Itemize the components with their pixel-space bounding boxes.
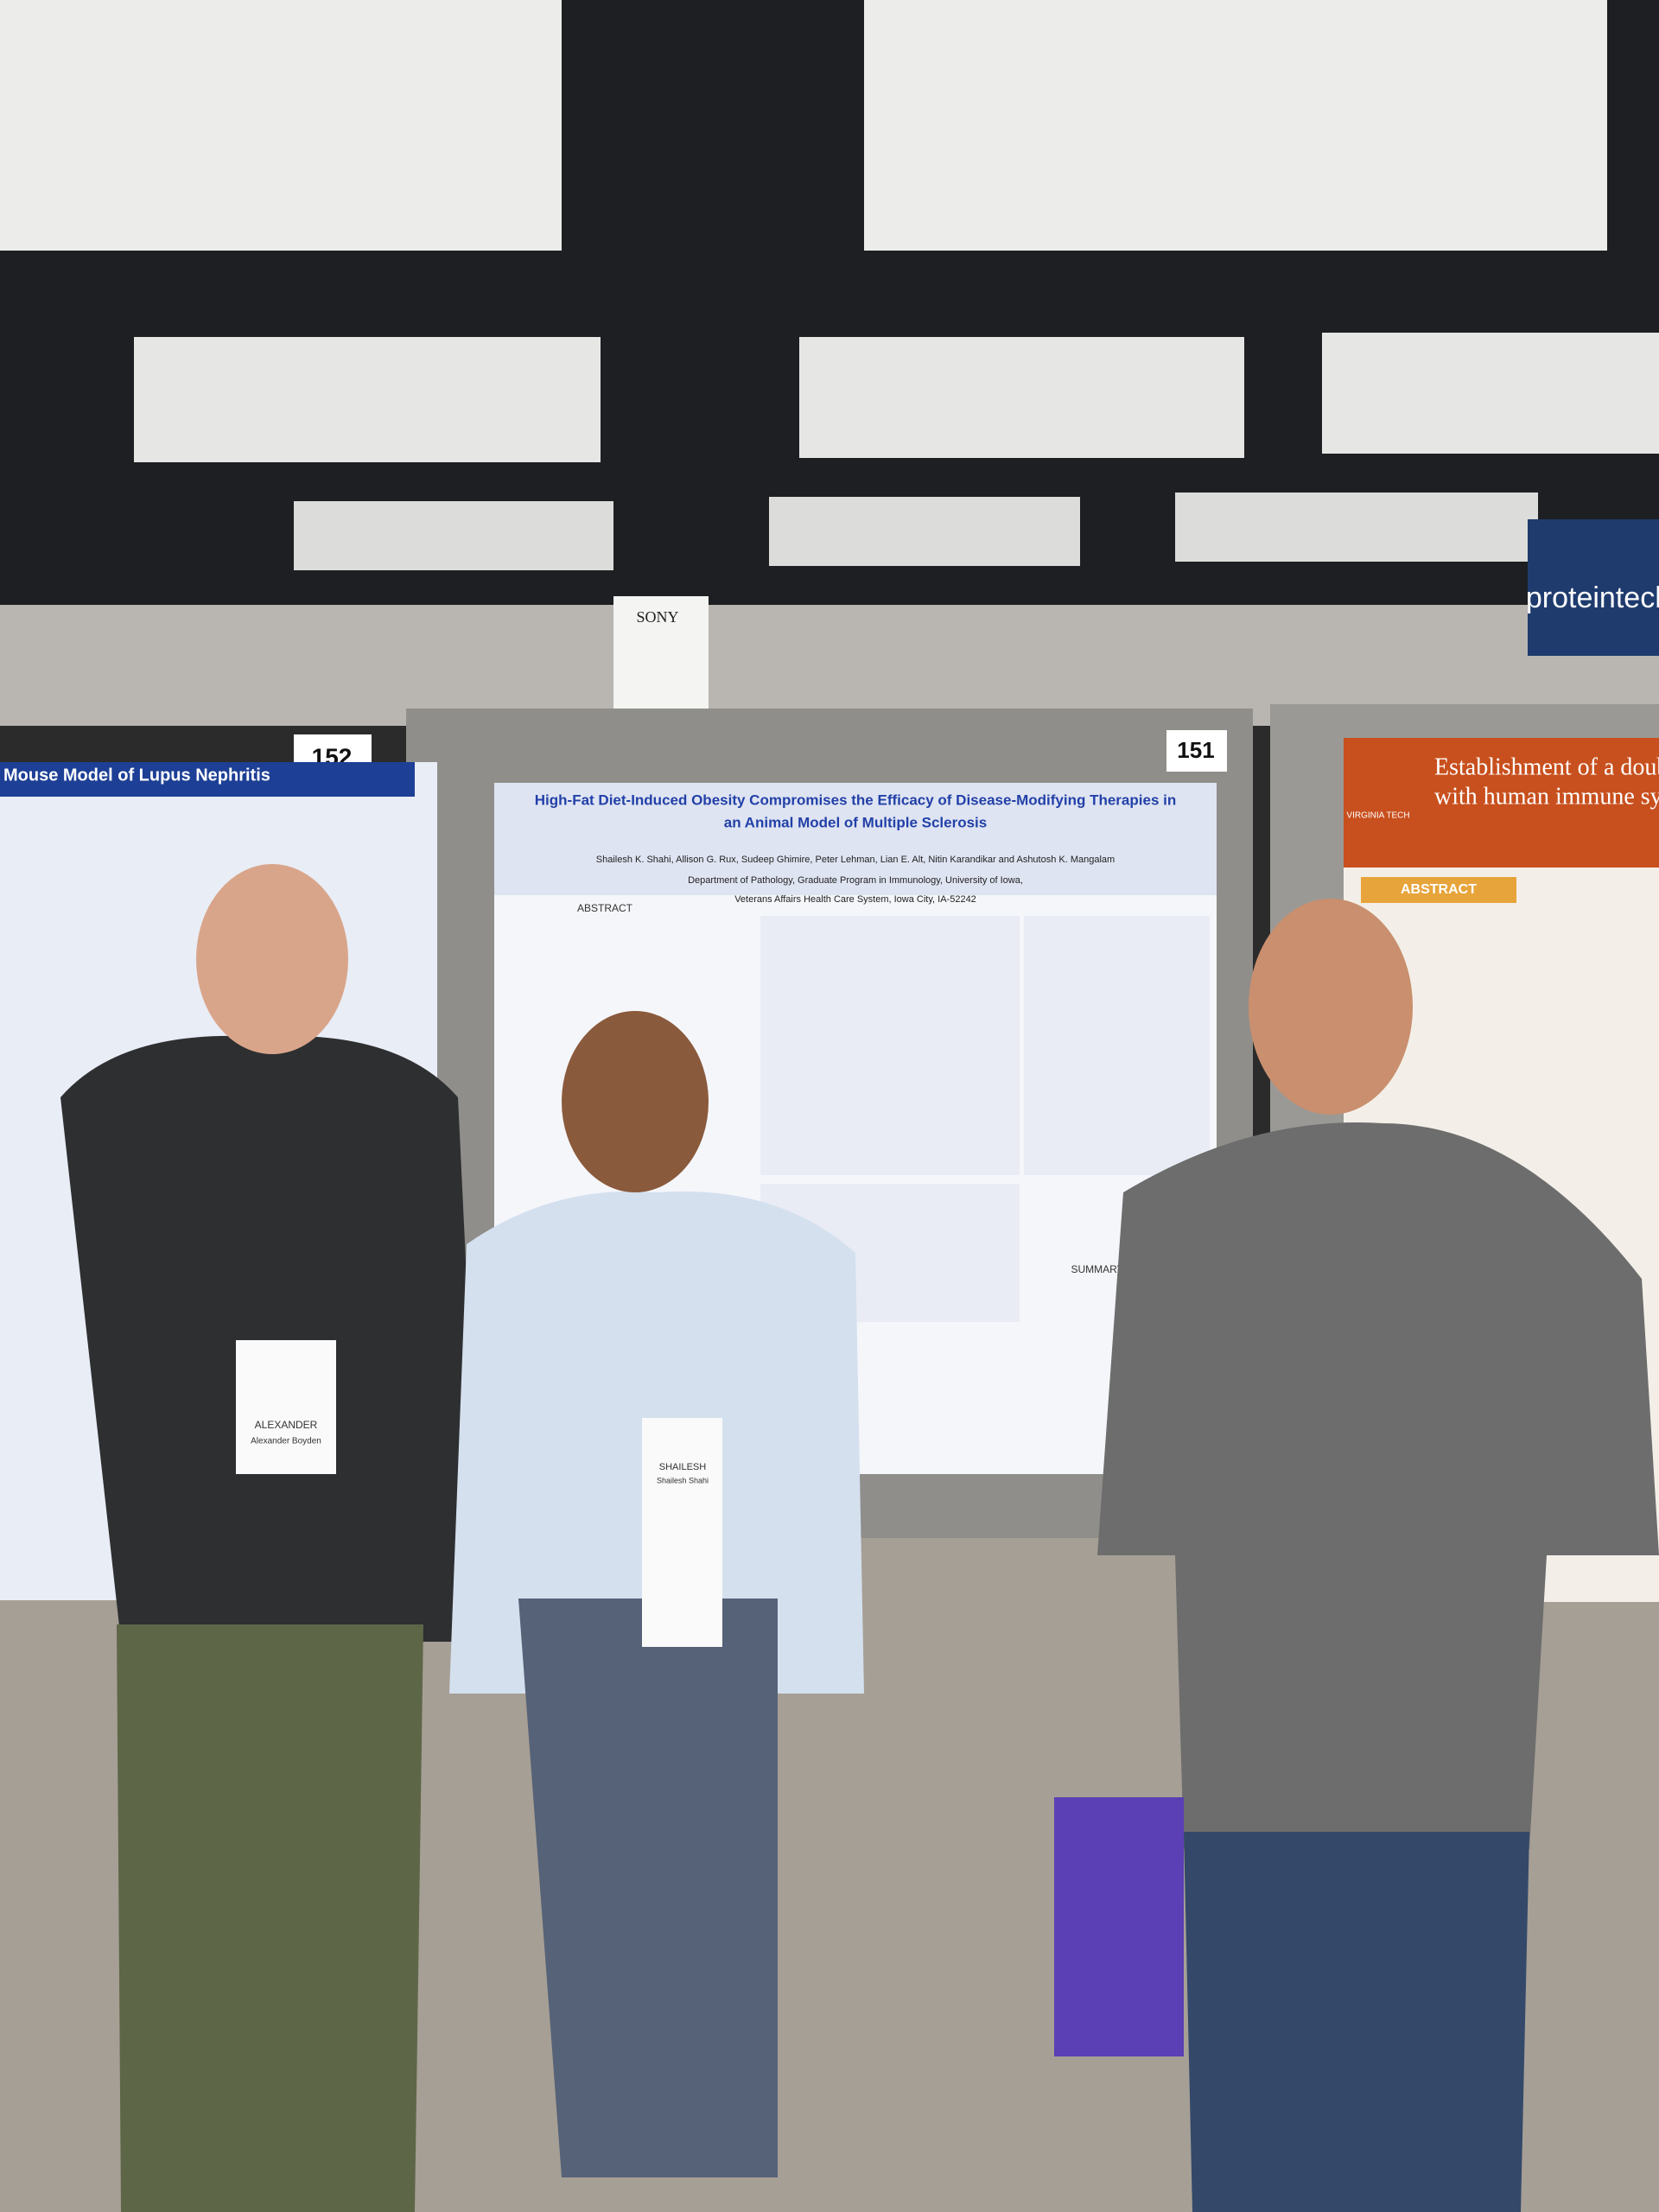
person-right-jeans [1184, 1832, 1529, 2212]
poster-affiliation: Veterans Affairs Health Care System, Iow… [734, 894, 976, 905]
badge-full-name: Shailesh Shahi [657, 1476, 709, 1484]
sony-sign [613, 596, 709, 717]
ceiling-panel [769, 497, 1080, 566]
proteintech-text: proteintech [1526, 582, 1659, 614]
ceiling-panel [1175, 493, 1538, 562]
poster-figures [1024, 916, 1210, 1175]
ceiling-panel [864, 0, 1607, 251]
tote-bag [1054, 1797, 1184, 2056]
person-center-head [562, 1011, 709, 1192]
poster-title: High-Fat Diet-Induced Obesity Compromise… [535, 791, 1176, 808]
right-poster-section: ABSTRACT [1401, 882, 1477, 897]
booth-number-text: 151 [1177, 737, 1214, 763]
right-poster-header [1344, 738, 1659, 868]
poster-section: ABSTRACT [577, 902, 633, 914]
sony-text: SONY [636, 608, 678, 626]
right-poster-title: with human immune sys [1434, 783, 1659, 810]
right-poster-section-bar [1361, 877, 1516, 903]
badge-name: ALEXANDER [255, 1419, 318, 1431]
badge [642, 1418, 722, 1647]
badge-full-name: Alexander Boyden [251, 1437, 321, 1446]
poster-authors: Shailesh K. Shahi, Allison G. Rux, Sudee… [596, 855, 1115, 865]
person-center-trousers [518, 1599, 778, 2177]
booth-number [1166, 730, 1227, 772]
ceiling-panel [0, 0, 562, 251]
person-left-jacket [60, 1035, 484, 1642]
poster-figures [760, 916, 1020, 1175]
ceiling-panel [1322, 333, 1659, 454]
ceiling-panel [294, 501, 613, 570]
poster-header [494, 783, 1217, 895]
person-right-head [1249, 899, 1413, 1115]
person-left-trousers [117, 1624, 423, 2212]
poster-title: an Animal Model of Multiple Sclerosis [724, 814, 987, 830]
ceiling-panel [134, 337, 601, 462]
person-right-shirt [1097, 1122, 1659, 1849]
ceiling-panel [799, 337, 1244, 458]
poster-section: SUMMARY [1071, 1263, 1123, 1275]
badge-name: SHAILESH [659, 1462, 706, 1472]
poster-affiliation: Department of Pathology, Graduate Progra… [688, 875, 1023, 886]
badge [236, 1340, 336, 1474]
proteintech-banner [1528, 519, 1659, 656]
right-poster-title: Establishment of a doub [1434, 753, 1659, 780]
left-poster-header [0, 762, 415, 797]
person-left-head [196, 864, 348, 1054]
right-poster-logo: VIRGINIA TECH [1346, 811, 1409, 821]
left-poster-title: Mouse Model of Lupus Nephritis [3, 766, 270, 785]
